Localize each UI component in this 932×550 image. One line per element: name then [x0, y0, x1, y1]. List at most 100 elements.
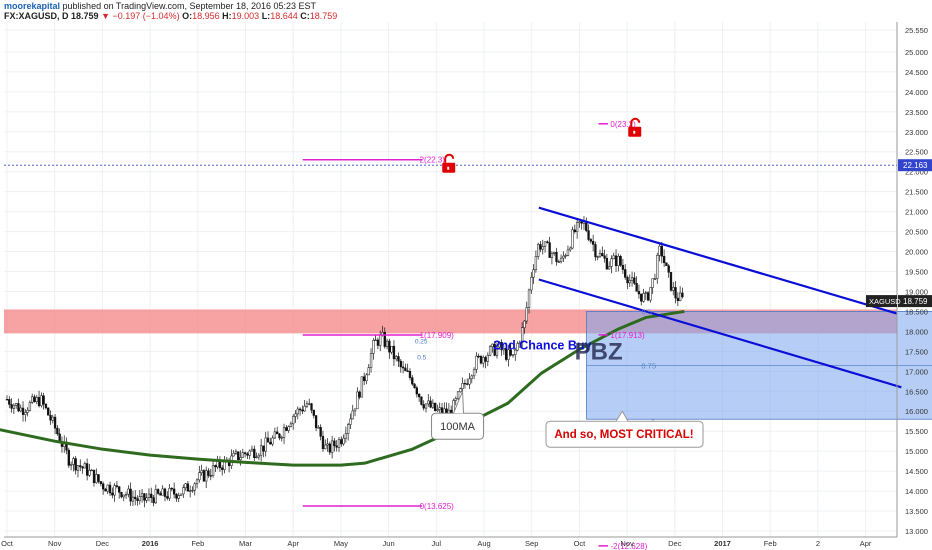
fib-level-label: 2(22.3)	[420, 156, 446, 165]
candle-body	[69, 464, 73, 466]
candle-body	[472, 369, 476, 377]
candle-body	[399, 360, 402, 368]
x-tick-label: Oct	[1, 539, 14, 548]
symbol-name[interactable]: FX:XAGUSD, D	[4, 11, 69, 21]
x-tick-label: Sep	[525, 539, 538, 548]
candle-body	[413, 383, 416, 388]
candle-body	[35, 397, 38, 402]
candle-body	[395, 356, 398, 360]
candle-body	[74, 458, 77, 471]
candle-body	[461, 383, 464, 389]
candle-body	[262, 445, 265, 452]
candle-body	[523, 320, 526, 328]
candle-body	[214, 465, 217, 468]
y-tick-label: 17.500	[905, 347, 928, 356]
candle-body	[571, 229, 574, 249]
candle-body	[347, 424, 350, 434]
candle-body	[12, 405, 16, 409]
candle-body	[312, 409, 315, 416]
candle-body	[90, 469, 93, 472]
down-arrow-icon: ▼	[101, 11, 110, 21]
candle-body	[369, 353, 373, 368]
unlock-icon	[442, 153, 456, 173]
candle-body	[136, 498, 139, 501]
candle-body	[466, 383, 469, 385]
candle-body	[500, 342, 503, 351]
author-link[interactable]: moorekapital	[4, 1, 61, 11]
candle-body	[429, 400, 432, 408]
candle-body	[285, 427, 288, 431]
candle-body	[250, 448, 254, 452]
fib-ratio-label: 0.75	[641, 361, 656, 370]
x-tick-label: Feb	[764, 539, 777, 548]
candle-body	[637, 291, 641, 295]
candle-body	[205, 470, 208, 482]
candle-body	[621, 264, 625, 270]
candle-body	[298, 408, 302, 411]
channel-upper-line	[538, 206, 897, 315]
candle-body	[543, 241, 547, 247]
candle-body	[411, 377, 414, 385]
candle-body	[353, 408, 357, 412]
symbol-tag	[866, 295, 897, 308]
candle-body	[175, 493, 178, 499]
candle-body	[253, 448, 256, 458]
candle-body	[646, 292, 650, 301]
y-tick-label: 24.000	[905, 88, 928, 97]
candle-body	[122, 494, 125, 498]
candle-body	[191, 489, 194, 492]
buy-zone-label: 2nd Chance Buy	[494, 338, 592, 352]
candle-body	[569, 247, 572, 251]
candle-body	[79, 465, 82, 468]
fib-level-label: 0(23.2)	[610, 120, 636, 129]
zones	[4, 309, 932, 420]
candle-body	[179, 493, 183, 496]
candle-body	[330, 440, 334, 453]
candle-body	[498, 342, 501, 348]
candle-body	[124, 494, 128, 496]
candle-body	[42, 395, 45, 405]
candle-body	[335, 445, 338, 448]
x-tick-label: 2	[816, 539, 820, 548]
y-tick-label: 13.000	[905, 527, 928, 536]
x-tick-label: Jul	[432, 539, 442, 548]
candle-body	[674, 287, 677, 299]
lock-shackle	[630, 117, 641, 127]
candle-body	[102, 483, 105, 490]
candle-body	[344, 433, 348, 439]
candle-body	[321, 436, 325, 450]
candle-body	[518, 342, 522, 344]
ma-callout-pointer	[453, 391, 465, 414]
candle-body	[56, 427, 59, 435]
candle-body	[591, 241, 595, 245]
candle-body	[328, 443, 331, 453]
candle-body	[177, 495, 180, 499]
y-tick-label: 15.000	[905, 447, 928, 456]
candle-body	[337, 439, 341, 448]
candle-body	[53, 416, 57, 429]
time-axis[interactable]: Oct Nov Dec 2016 Feb Mar Apr May Jun Jul Aug Sep Oct…	[1, 536, 897, 548]
candle-body	[21, 407, 25, 415]
candle-body	[186, 483, 190, 492]
candle-body	[120, 492, 123, 498]
y-tick-label: 22.000	[905, 168, 928, 177]
low-label: L:	[261, 11, 271, 21]
candle-body	[289, 423, 293, 427]
candle-body	[76, 465, 80, 471]
x-tick-label: Aug	[477, 539, 490, 548]
candle-body	[532, 269, 535, 278]
price-axis[interactable]: 25.550 25.000 24.500 24.000 23.500 23.000 22.5…	[866, 22, 932, 537]
candle-body	[200, 470, 203, 473]
candle-body	[553, 252, 556, 254]
candle-body	[488, 346, 492, 356]
chart-grid	[4, 22, 897, 537]
low-value: 18.644	[270, 11, 298, 21]
candle-body	[40, 395, 43, 407]
candle-body	[269, 441, 272, 445]
chart-marks	[0, 123, 902, 547]
y-tick-label: 16.500	[905, 387, 928, 396]
candle-body	[566, 249, 570, 256]
candle-body	[92, 469, 96, 483]
candle-body	[484, 357, 487, 362]
